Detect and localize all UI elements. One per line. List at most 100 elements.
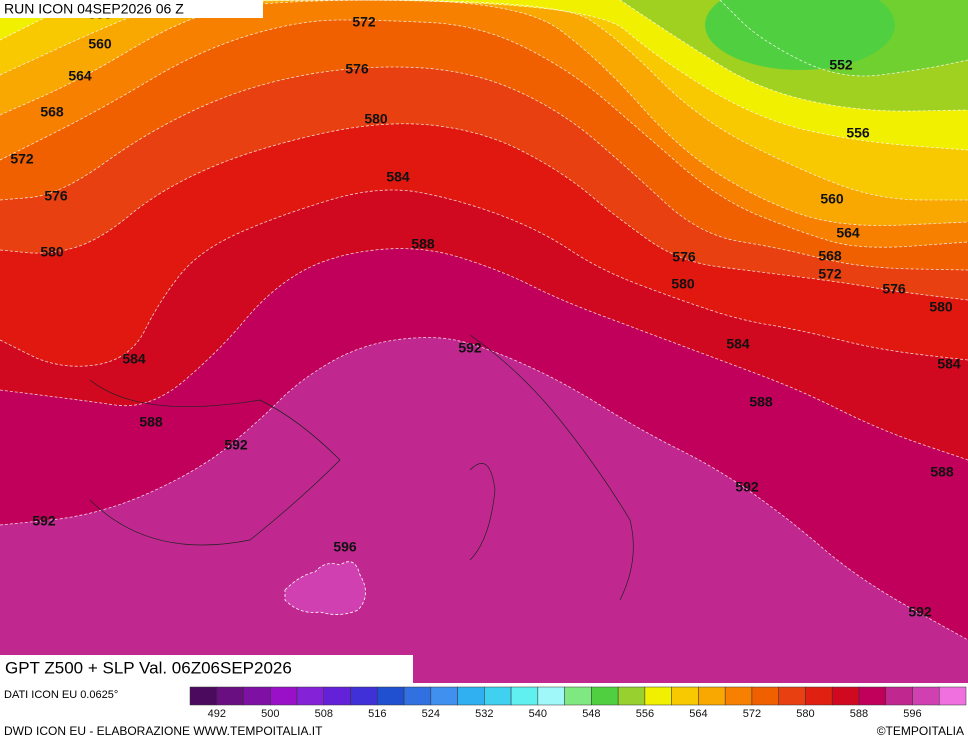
contour-label: 576	[345, 61, 369, 77]
colorbar-label: 500	[261, 708, 279, 720]
contour-label: 588	[411, 236, 435, 252]
colorbar-swatch	[457, 686, 485, 706]
contour-line	[0, 19, 968, 248]
contour-label: 552	[829, 57, 853, 73]
run-box	[0, 0, 263, 18]
colorbar-label: 580	[796, 708, 814, 720]
contour-line	[0, 0, 968, 151]
colorbar-swatch	[617, 686, 646, 706]
contour-label: 560	[820, 191, 844, 207]
contour-label: 580	[929, 299, 953, 315]
contour-label: 580	[40, 244, 64, 260]
colorbar-swatch	[698, 686, 726, 706]
colorbar-label: 564	[689, 708, 707, 720]
copyright: ©TEMPOITALIA	[877, 724, 964, 738]
contour-lines	[0, 0, 968, 641]
source-label: DATI ICON EU 0.0625°	[4, 689, 118, 701]
contour-label: 592	[32, 513, 56, 529]
colorbar-swatch	[323, 686, 351, 706]
contour-line	[0, 123, 968, 301]
geopotential-bands	[0, 0, 968, 683]
colorbar-swatch	[243, 686, 271, 706]
colorbar-swatch	[912, 686, 940, 706]
colorbar-label: 492	[208, 708, 226, 720]
contour-label: 588	[139, 414, 163, 430]
contour-label: 568	[40, 104, 64, 120]
colorbar-label: 516	[368, 708, 386, 720]
contour-line	[719, 0, 968, 77]
colorbar-swatch	[724, 686, 753, 706]
colorbar-swatch	[831, 686, 860, 706]
contour-label: 588	[749, 394, 773, 410]
colorbar-swatch	[510, 686, 539, 706]
contour-label: 564	[836, 225, 860, 241]
colorbar-swatch	[537, 686, 565, 706]
colorbar-swatch	[644, 686, 672, 706]
colorbar-swatch	[350, 686, 378, 706]
colorbar-label: 596	[903, 708, 921, 720]
contour-label: 592	[224, 437, 248, 453]
contour-label: 576	[44, 188, 68, 204]
colorbar-label: 588	[850, 708, 868, 720]
colorbar-swatch	[189, 686, 218, 706]
colorbar-label: 540	[529, 708, 547, 720]
contour-label: 564	[68, 68, 92, 84]
contour-label: 584	[386, 169, 410, 185]
contour-label: 584	[122, 351, 146, 367]
contour-label: 592	[735, 479, 759, 495]
contour-label: 572	[10, 151, 34, 167]
colorbar-swatch	[403, 686, 432, 706]
colorbar-swatch	[938, 686, 967, 706]
contour-label: 592	[458, 340, 482, 356]
colorbar-swatch	[591, 686, 619, 706]
coastline	[89, 334, 634, 601]
contour-label: 584	[726, 336, 750, 352]
contour-label: 576	[672, 249, 696, 265]
colorbar-swatch	[858, 686, 886, 706]
footer-label: DWD ICON EU - ELABORAZIONE WWW.TEMPOITAL…	[4, 724, 323, 738]
colorbar-label: 508	[315, 708, 333, 720]
colorbar-swatch	[778, 686, 806, 706]
colorbar-label: 572	[743, 708, 761, 720]
colorbar-label: 556	[636, 708, 654, 720]
colorbar-swatch	[805, 686, 833, 706]
contour-label: 592	[908, 604, 932, 620]
contour-line	[0, 337, 968, 641]
contour-label: 588	[930, 464, 954, 480]
contour-line	[0, 189, 968, 367]
contour-label: 568	[818, 248, 842, 264]
contour-line	[0, 248, 968, 461]
colorbar-swatch	[484, 686, 512, 706]
map-title: GPT Z500 + SLP Val. 06Z06SEP2026	[5, 658, 292, 677]
title-box	[0, 655, 413, 683]
contour-line	[0, 0, 968, 201]
colorbar-swatch	[751, 686, 779, 706]
contour-label: 576	[882, 281, 906, 297]
colorbar-label: 524	[422, 708, 440, 720]
colorbar-swatch	[885, 686, 913, 706]
colorbar-swatch	[216, 686, 244, 706]
contour-label: 584	[937, 356, 961, 372]
contour-label: 572	[352, 14, 376, 30]
contour-line	[0, 66, 968, 271]
colorbar-swatch	[270, 686, 298, 706]
colorbar-swatch	[671, 686, 699, 706]
band	[705, 0, 895, 70]
colorbar-swatch	[564, 686, 592, 706]
contour-label: 556	[846, 125, 870, 141]
colorbar-swatch	[377, 686, 405, 706]
run-label: RUN ICON 04SEP2026 06 Z	[4, 1, 184, 17]
colorbar-label: 548	[582, 708, 600, 720]
contour-label: 560	[88, 36, 112, 52]
contour-label: 572	[818, 266, 842, 282]
contour-label: 580	[364, 111, 388, 127]
colorbar: 492 500 508 516 524 532 540 548 556 564 572 580 588 5…	[189, 686, 967, 720]
contour-label: 596	[333, 539, 357, 555]
contour-labels: 556 560 564 568 572 576 580 584 588 592 …	[10, 6, 961, 620]
band	[284, 561, 366, 615]
contour-label: 580	[671, 276, 695, 292]
colorbar-swatch	[430, 686, 458, 706]
colorbar-swatch	[296, 686, 325, 706]
colorbar-label: 532	[475, 708, 493, 720]
